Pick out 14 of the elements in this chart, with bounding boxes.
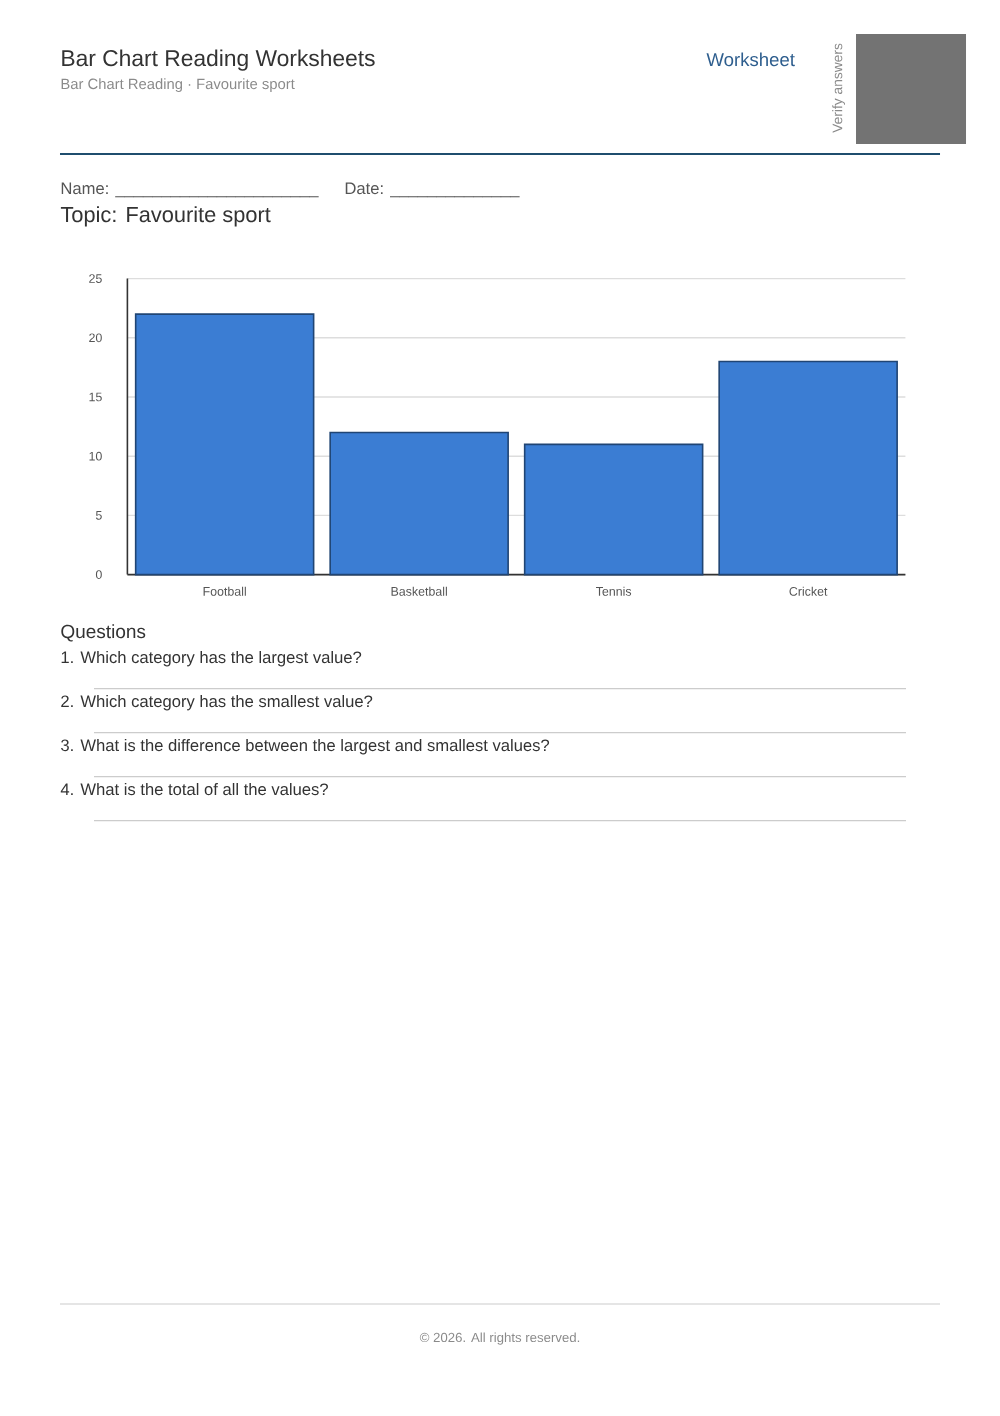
bar [134, 313, 315, 576]
text: Questions [61, 624, 146, 642]
text: Worksheet [706, 52, 795, 67]
text: 2. Which category has the smallest value? [61, 694, 373, 711]
text: 4. What is the total of all the values? [60, 782, 328, 796]
bar [523, 443, 704, 576]
chart-title: Bar Chart Reading Worksheets [62, 49, 375, 71]
text: Name: ______________________ [61, 182, 319, 198]
text: Date: ______________ [345, 182, 520, 198]
text: 3. What is the difference between the largest and smallest values? [61, 738, 550, 755]
bar [718, 360, 898, 576]
bar [329, 431, 509, 576]
text: Topic: Favourite sport [60, 206, 271, 227]
text: 1. Which category has the largest value? [61, 650, 362, 667]
